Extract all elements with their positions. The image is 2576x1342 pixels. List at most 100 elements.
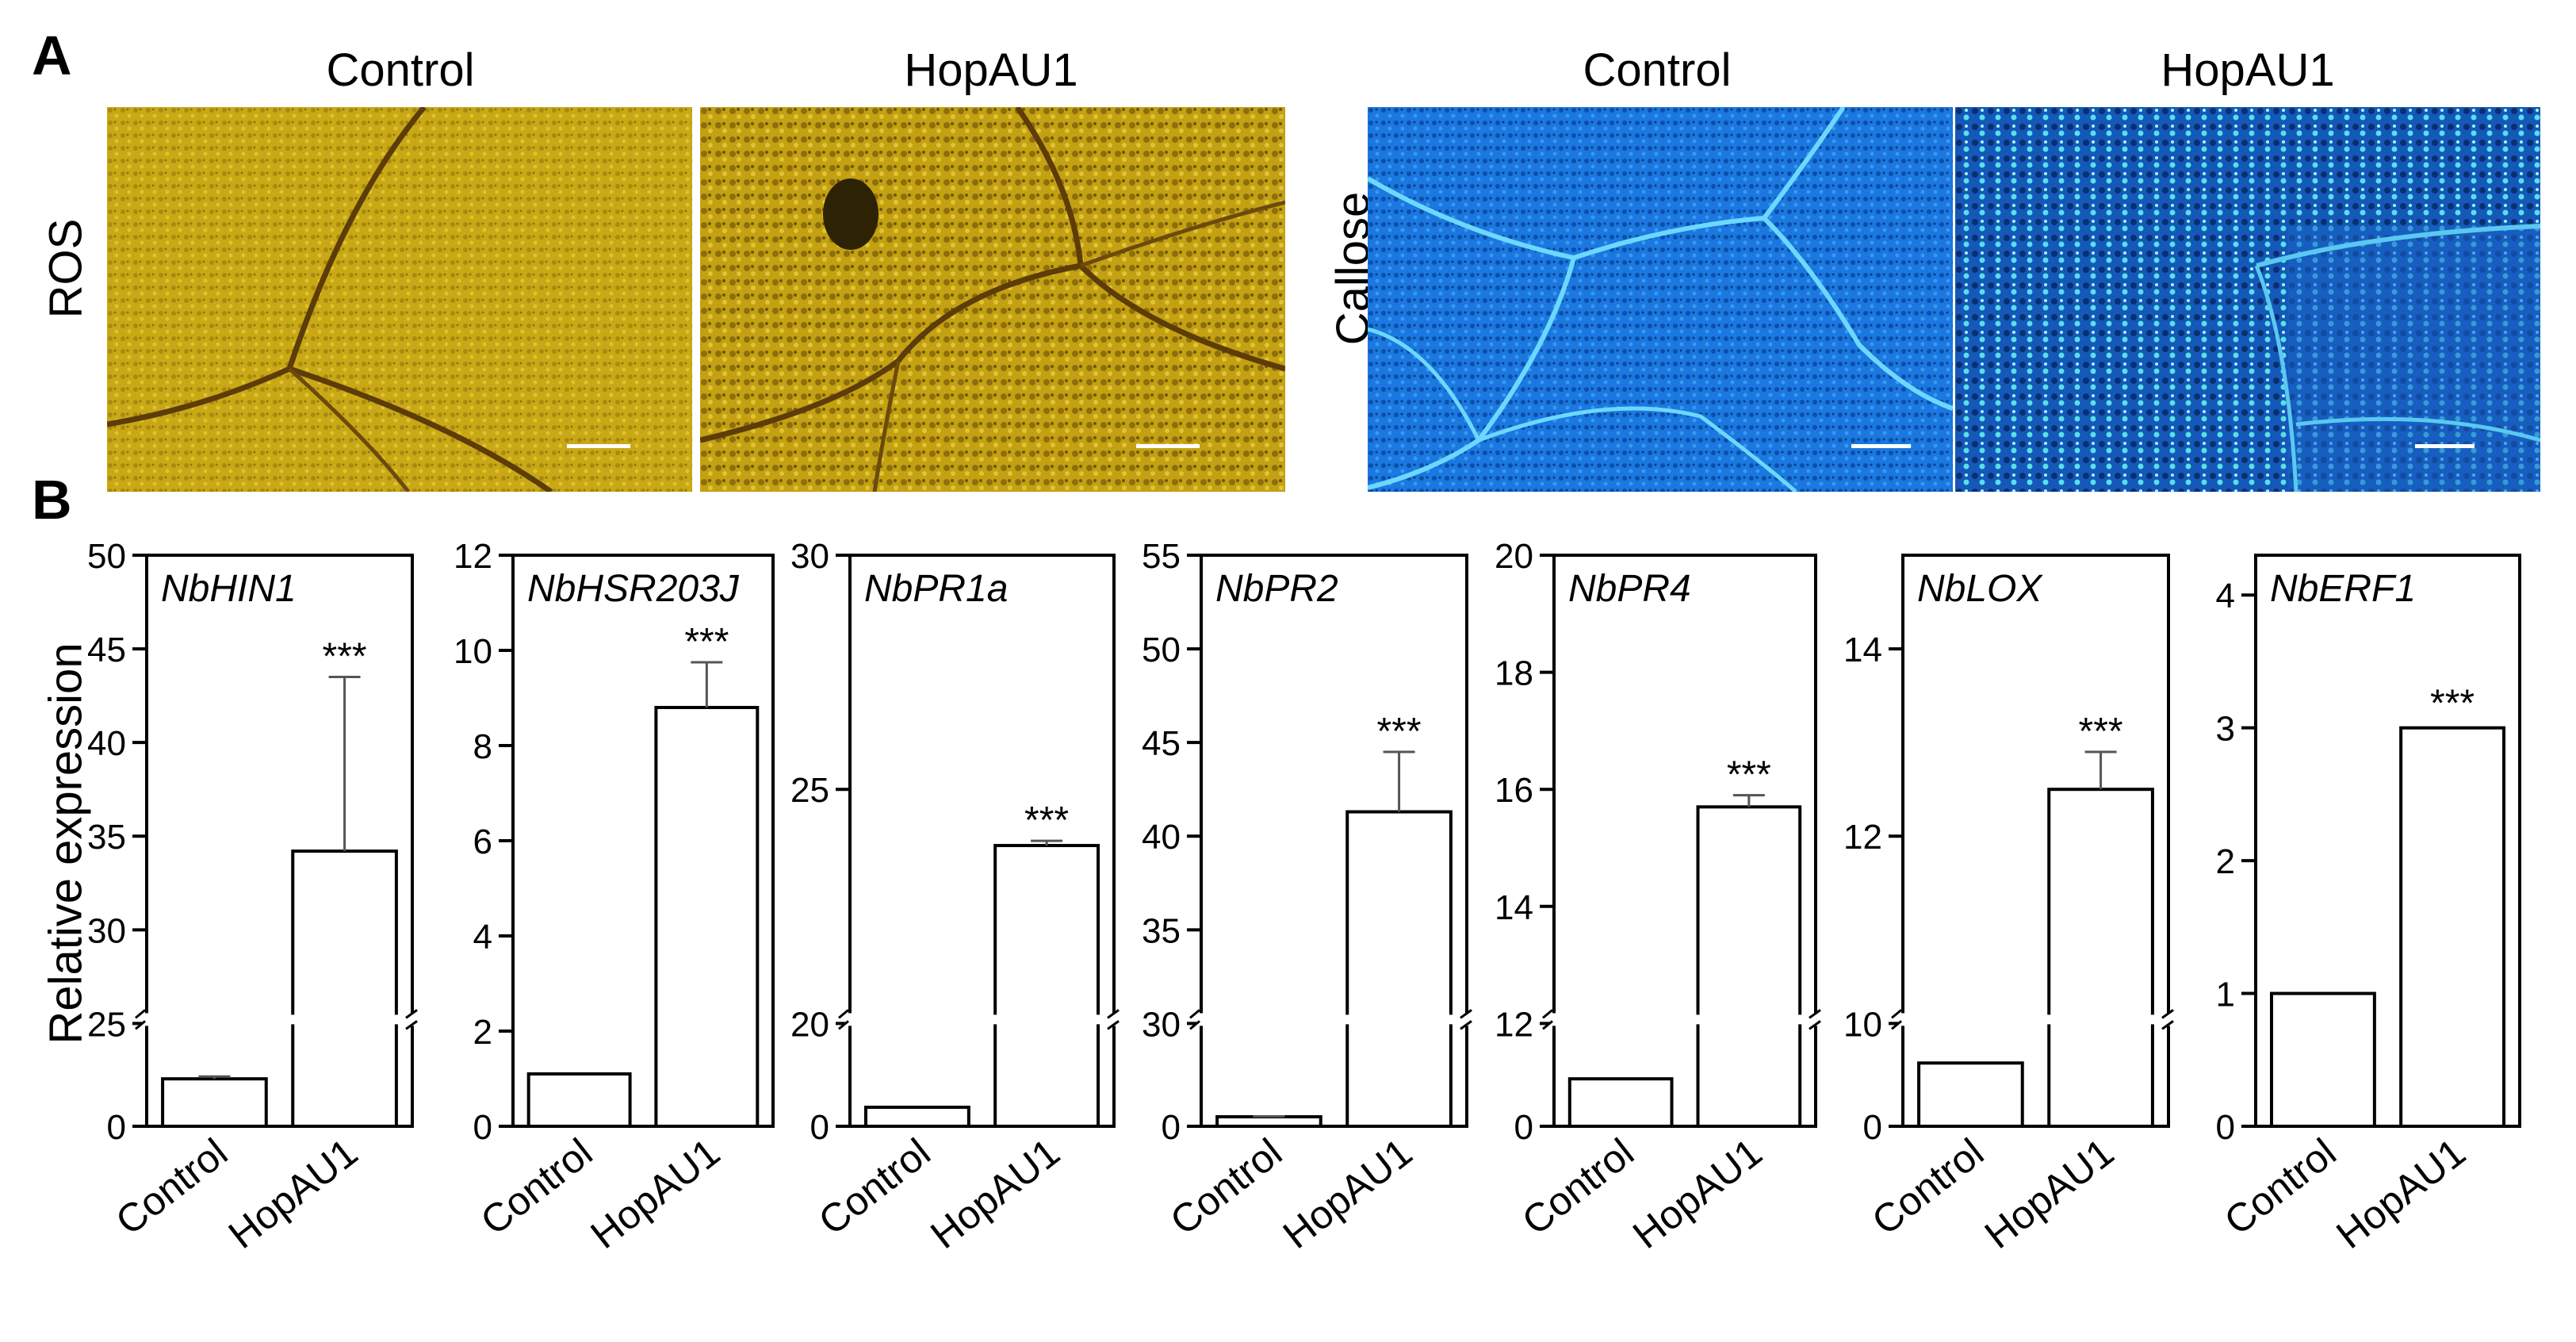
category-label-2-0: Control (810, 1130, 938, 1244)
y-tick-label-4-1: 12 (1495, 1005, 1533, 1044)
category-label-1-0: Control (473, 1130, 600, 1244)
callose-hopau1-image (1955, 107, 2540, 492)
axis-break-left-5 (1891, 1009, 1902, 1030)
chart-frame-4 (1552, 554, 1817, 1128)
category-label-0-0: Control (108, 1130, 235, 1244)
y-tick-label-1-1: 2 (473, 1013, 492, 1052)
bar-2-0 (863, 1106, 970, 1128)
chart-frame-0 (145, 554, 414, 1128)
y-tick-label-2-1: 20 (790, 1005, 829, 1044)
bar-break-gap-2 (992, 1014, 1102, 1025)
category-label-5-0: Control (1864, 1130, 1992, 1244)
y-tick-label-4-2: 14 (1495, 888, 1533, 927)
chart-title-3: NbPR2 (1215, 568, 1338, 610)
bar-3-1 (1345, 810, 1453, 1128)
y-tick-label-0-2: 30 (87, 911, 126, 950)
significance-5-1: *** (2079, 711, 2123, 753)
y-tick-label-3-5: 50 (1142, 631, 1181, 669)
y-tick-label-4-3: 16 (1495, 771, 1533, 810)
y-tick-label-3-3: 40 (1142, 818, 1181, 857)
bar-5-0 (1917, 1061, 2024, 1129)
y-tick-label-6-4: 4 (2216, 577, 2235, 615)
y-tick-label-6-2: 2 (2216, 842, 2235, 881)
axis-break-left-0 (135, 1009, 146, 1030)
y-tick-label-0-6: 50 (87, 537, 126, 576)
bar-0-0 (161, 1077, 268, 1128)
panel-b-letter: B (32, 469, 72, 531)
chart-frame-2 (848, 554, 1116, 1128)
chart-title-6: NbERF1 (2270, 568, 2416, 610)
ros-control-title: Control (326, 44, 475, 96)
category-label-5-1: HopAU1 (1977, 1130, 2122, 1257)
y-tick-label-2-0: 0 (810, 1108, 829, 1147)
y-tick-label-5-0: 0 (1863, 1108, 1882, 1147)
axis-break-right-4 (1809, 1009, 1821, 1030)
category-label-3-1: HopAU1 (1275, 1130, 1420, 1257)
y-tick-label-3-2: 35 (1142, 911, 1181, 950)
chart-frame-6 (2254, 554, 2521, 1128)
significance-6-1: *** (2430, 683, 2475, 725)
ros-hopau1-image (700, 107, 1285, 492)
y-tick-label-1-3: 6 (473, 822, 492, 861)
bar-2-1 (993, 844, 1100, 1128)
chart-frame-3 (1200, 554, 1468, 1128)
chart-title-0: NbHIN1 (161, 568, 297, 610)
bar-6-0 (2269, 991, 2376, 1128)
y-tick-label-2-2: 25 (790, 771, 829, 810)
y-tick-label-5-3: 14 (1843, 631, 1882, 669)
ros-control-image (107, 107, 692, 492)
axis-break-right-3 (1460, 1009, 1472, 1030)
y-tick-label-3-1: 30 (1142, 1005, 1181, 1044)
callose-hopau1-title: HopAU1 (2161, 44, 2335, 96)
category-label-3-0: Control (1162, 1130, 1290, 1244)
y-tick-label-6-1: 1 (2216, 976, 2235, 1014)
y-tick-label-2-3: 30 (790, 537, 829, 576)
y-tick-label-0-1: 25 (87, 1005, 126, 1044)
y-tick-label-5-2: 12 (1843, 818, 1882, 857)
panel-a-letter: A (32, 25, 72, 86)
axis-break-left-4 (1542, 1009, 1553, 1030)
y-tick-label-0-0: 0 (107, 1108, 126, 1147)
y-tick-label-0-3: 35 (87, 818, 126, 857)
bar-4-0 (1567, 1077, 1674, 1128)
significance-0-1: *** (323, 636, 367, 678)
bar-5-1 (2047, 788, 2154, 1128)
category-label-6-1: HopAU1 (2328, 1130, 2473, 1257)
bar-1-0 (526, 1072, 632, 1128)
callose-control-image (1368, 107, 1953, 492)
y-tick-label-4-5: 20 (1495, 537, 1533, 576)
significance-3-1: *** (1377, 711, 1422, 753)
chart-frame-5 (1901, 554, 2170, 1128)
y-tick-label-6-0: 0 (2216, 1108, 2235, 1147)
category-label-0-1: HopAU1 (220, 1130, 366, 1257)
chart-title-4: NbPR4 (1568, 568, 1691, 610)
y-tick-label-0-5: 45 (87, 631, 126, 669)
bar-break-gap-3 (1344, 1014, 1454, 1025)
bar-3-0 (1215, 1115, 1322, 1129)
y-tick-label-1-0: 0 (473, 1108, 492, 1147)
significance-4-1: *** (1727, 754, 1771, 796)
category-label-4-1: HopAU1 (1625, 1130, 1770, 1257)
bar-4-1 (1696, 805, 1802, 1129)
y-tick-label-4-0: 0 (1514, 1108, 1533, 1147)
significance-2-1: *** (1024, 799, 1069, 842)
chart-title-5: NbLOX (1917, 568, 2043, 610)
y-tick-label-1-5: 10 (454, 632, 492, 671)
y-tick-label-1-6: 12 (454, 537, 492, 576)
y-tick-label-3-0: 0 (1162, 1108, 1181, 1147)
category-label-2-1: HopAU1 (922, 1130, 1067, 1257)
y-tick-label-5-1: 10 (1843, 1005, 1882, 1044)
y-tick-label-0-4: 40 (87, 724, 126, 763)
axis-break-left-3 (1189, 1009, 1200, 1030)
y-tick-label-1-2: 4 (473, 918, 492, 957)
bar-0-1 (291, 849, 398, 1128)
y-tick-label-4-4: 18 (1495, 654, 1533, 693)
bar-break-gap-4 (1694, 1014, 1804, 1025)
chart-title-1: NbHSR203J (527, 568, 740, 610)
axis-break-right-0 (405, 1009, 418, 1030)
y-tick-label-3-6: 55 (1142, 537, 1181, 576)
bar-6-1 (2399, 726, 2506, 1129)
axis-break-left-2 (838, 1009, 849, 1030)
y-tick-label-3-4: 45 (1142, 724, 1181, 763)
y-tick-label-6-3: 3 (2216, 710, 2235, 749)
